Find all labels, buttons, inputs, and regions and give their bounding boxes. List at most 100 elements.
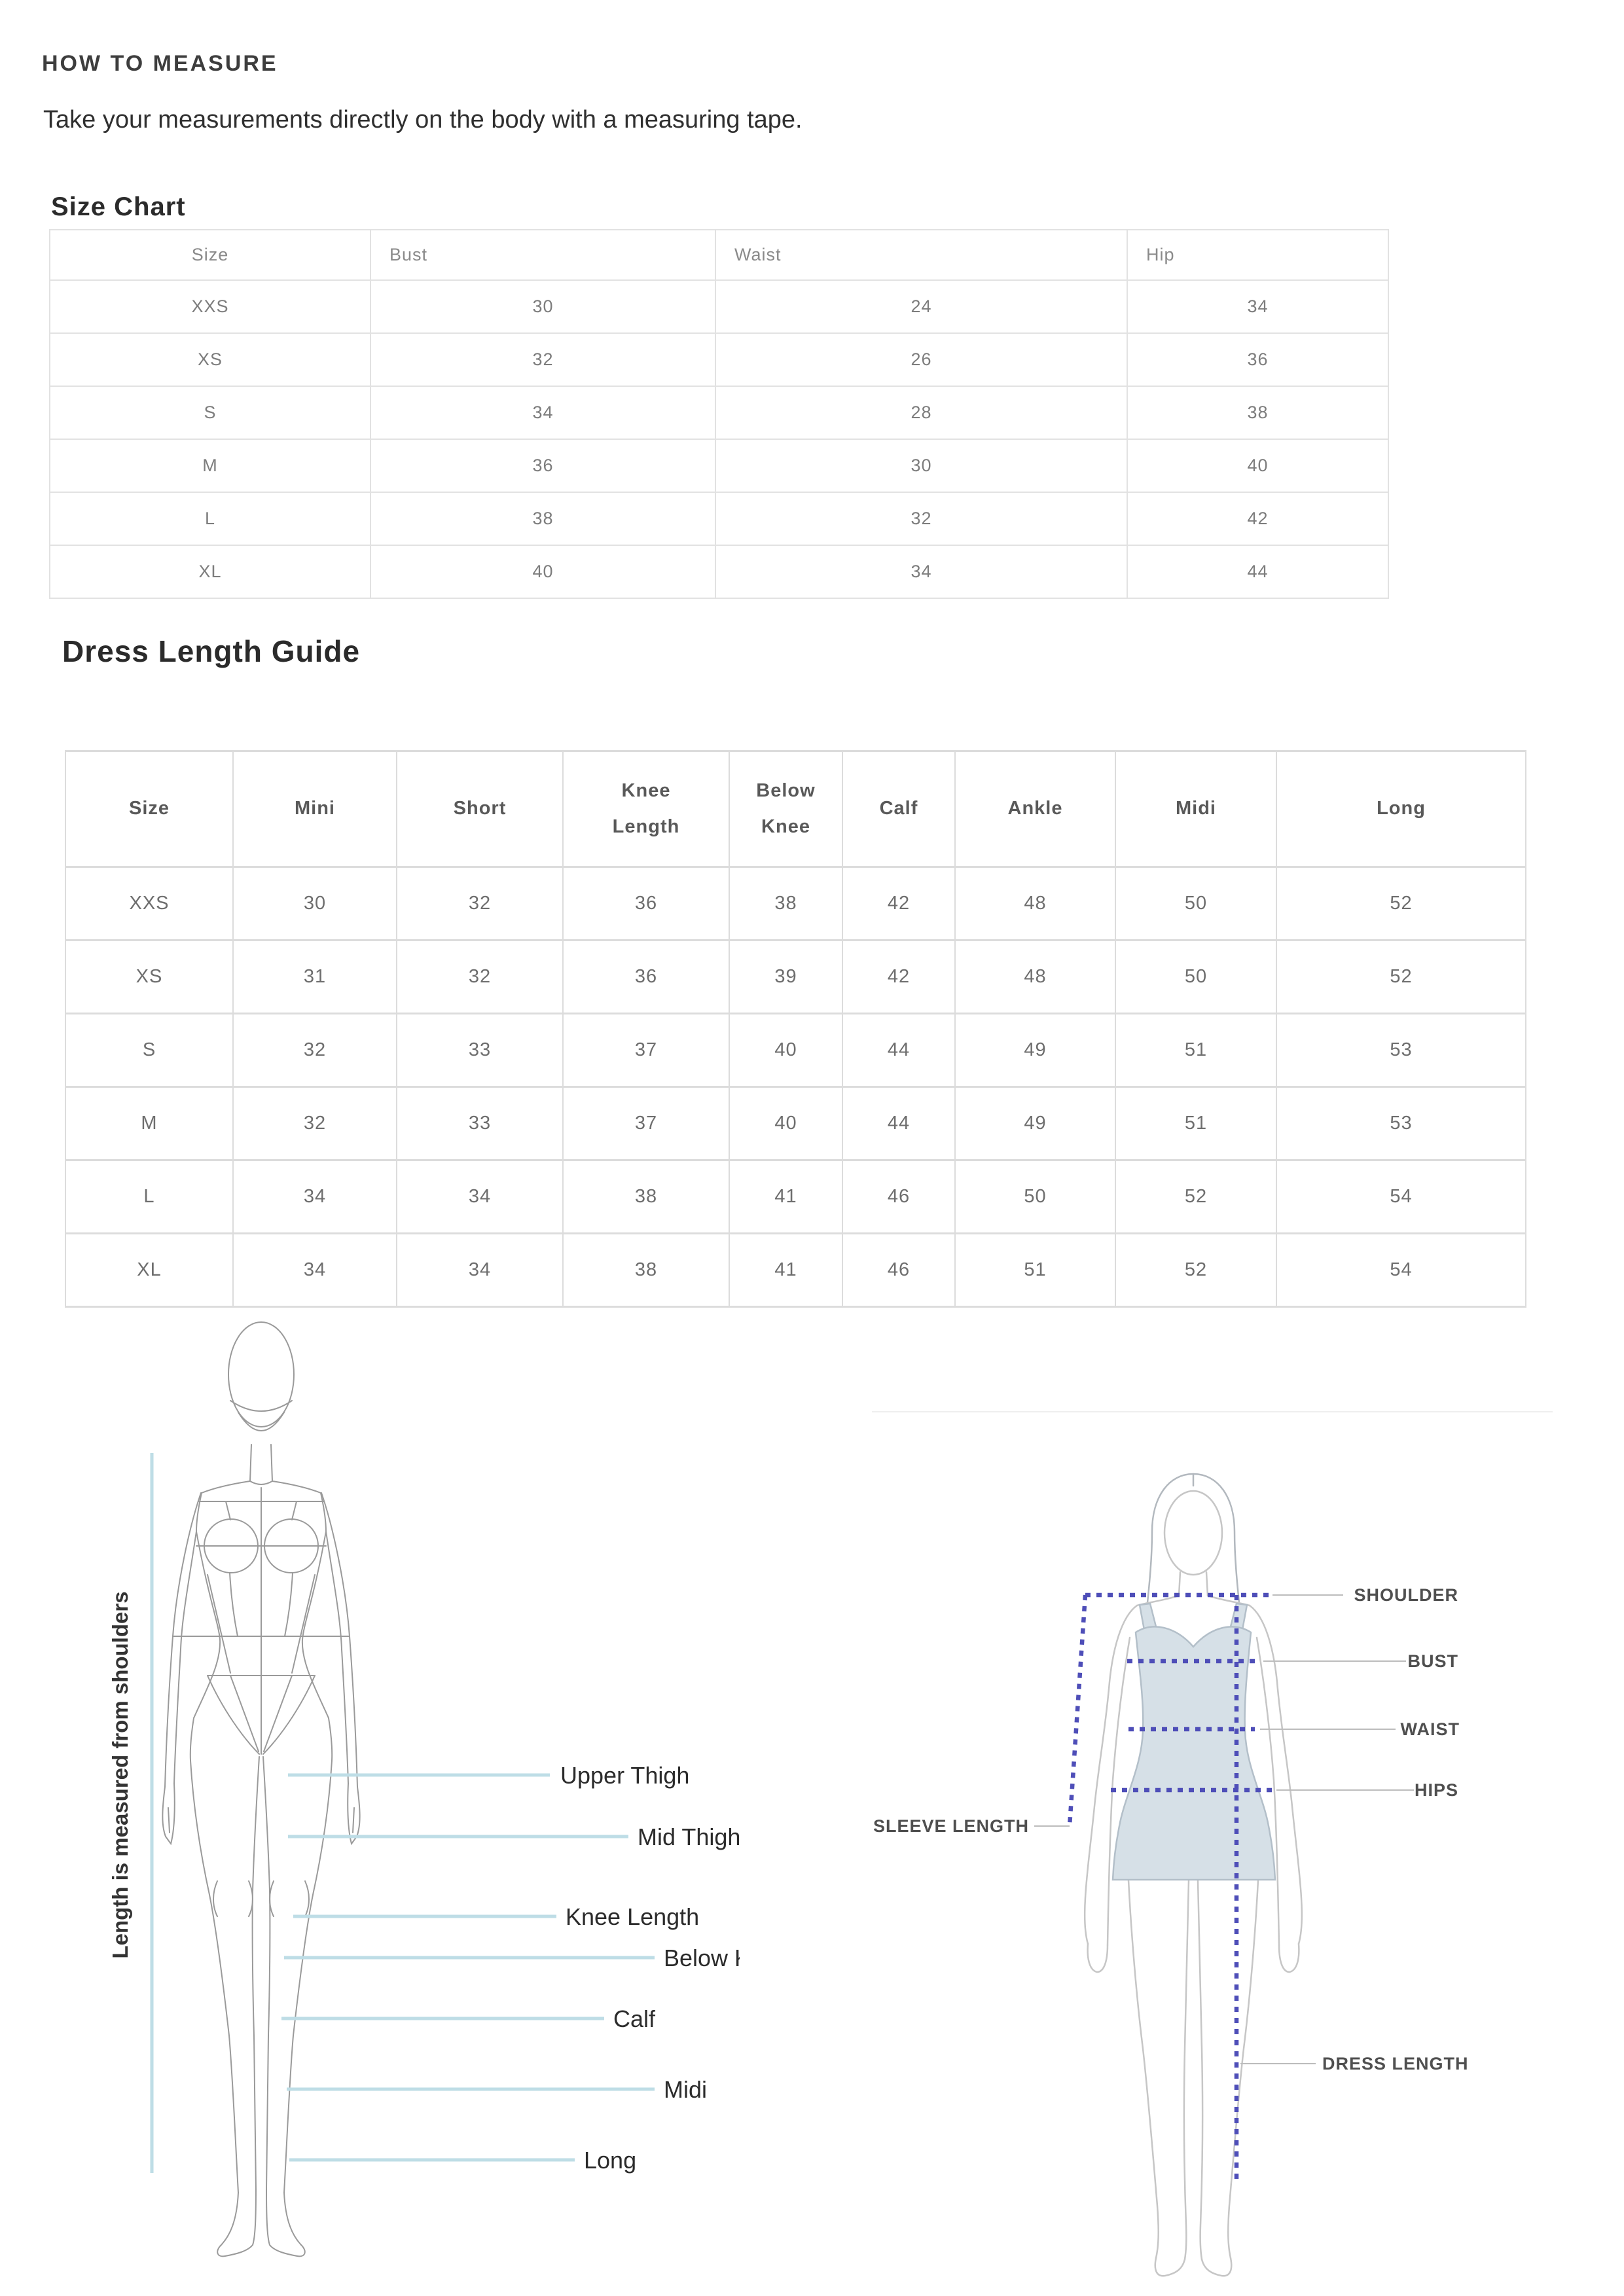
value-cell: 39 [729,939,843,1014]
column-header-long: Long [1276,750,1526,868]
table-row: XXS 30 24 34 [49,279,1389,334]
value-cell: 37 [562,1013,730,1088]
value-cell: 46 [842,1232,956,1308]
value-cell: 42 [842,866,956,941]
value-cell: 36 [562,939,730,1014]
hip-cell: 38 [1127,386,1389,440]
value-cell: 42 [842,939,956,1014]
value-cell: 34 [396,1232,564,1308]
bust-cell: 30 [370,279,716,334]
value-cell: 41 [729,1159,843,1234]
table-row: S 34 28 38 [49,386,1389,440]
size-cell: L [65,1159,234,1234]
size-cell: M [49,439,371,493]
size-cell: S [65,1013,234,1088]
dress-length-label: DRESS LENGTH [1322,2054,1469,2073]
length-guide-labels: Length is measured from shoulders Upper … [108,1591,740,2174]
column-header-midi: Midi [1115,750,1277,868]
value-cell: 53 [1276,1013,1526,1088]
value-cell: 51 [1115,1086,1277,1161]
dress-shape [1111,1602,1276,1881]
value-cell: 33 [396,1086,564,1161]
value-cell: 54 [1276,1159,1526,1234]
size-cell: M [65,1086,234,1161]
column-header-ankle: Ankle [954,750,1116,868]
bust-label: BUST [1408,1651,1459,1671]
hip-cell: 36 [1127,332,1389,387]
dress-length-guide-table: Size Mini Short Knee Length Below Knee C… [65,750,1526,1308]
column-header-knee-length-label: Knee Length [612,780,680,837]
value-cell: 38 [729,866,843,941]
value-cell: 34 [396,1159,564,1234]
below-knee-label: Below Knee [664,1945,740,1971]
value-cell: 49 [954,1013,1116,1088]
value-cell: 54 [1276,1232,1526,1308]
table-row: XS 32 26 36 [49,332,1389,387]
panel-divider [872,1411,1553,1412]
dress-length-diagram: Length is measured from shoulders Upper … [108,1321,740,2257]
value-cell: 48 [954,939,1116,1014]
size-cell: XS [49,332,371,387]
size-cell: XXS [65,866,234,941]
bust-cell: 32 [370,332,716,387]
value-cell: 52 [1276,939,1526,1014]
size-chart-heading: Size Chart [51,192,186,221]
value-cell: 51 [954,1232,1116,1308]
waist-cell: 34 [715,545,1128,599]
column-header-hip: Hip [1127,229,1389,281]
measurement-dashed-lines [1067,1592,1274,2183]
shoulder-label: SHOULDER [1354,1585,1458,1605]
body-measurement-diagram: SHOULDER BUST WAIST HIPS SLEEVE LENGTH D… [873,1473,1469,2277]
hips-label: HIPS [1415,1780,1458,1800]
body-measurement-labels: SHOULDER BUST WAIST HIPS SLEEVE LENGTH D… [873,1585,1469,2073]
column-header-size: Size [65,750,234,868]
waist-cell: 26 [715,332,1128,387]
table-row: XL 34 34 38 41 46 51 52 54 [65,1232,1526,1308]
hip-cell: 44 [1127,545,1389,599]
value-cell: 49 [954,1086,1116,1161]
value-cell: 53 [1276,1086,1526,1161]
value-cell: 51 [1115,1013,1277,1088]
size-cell: S [49,386,371,440]
size-cell: XXS [49,279,371,334]
column-header-size: Size [49,229,371,281]
waist-cell: 32 [715,492,1128,546]
sleeve-length-label: SLEEVE LENGTH [873,1816,1029,1836]
column-header-short: Short [396,750,564,868]
waist-cell: 28 [715,386,1128,440]
page-title: HOW TO MEASURE [42,51,278,76]
size-cell: XL [49,545,371,599]
value-cell: 32 [232,1013,397,1088]
hip-cell: 34 [1127,279,1389,334]
table-row: XXS 30 32 36 38 42 48 50 52 [65,866,1526,941]
value-cell: 31 [232,939,397,1014]
value-cell: 44 [842,1086,956,1161]
value-cell: 48 [954,866,1116,941]
value-cell: 40 [729,1086,843,1161]
value-cell: 38 [562,1159,730,1234]
size-chart-table: Size Bust Waist Hip XXS 30 24 34 XS 32 2… [49,229,1389,599]
size-chart-header-row: Size Bust Waist Hip [49,229,1389,281]
hip-cell: 42 [1127,492,1389,546]
long-label: Long [584,2147,636,2174]
value-cell: 37 [562,1086,730,1161]
value-cell: 32 [396,939,564,1014]
croquis-figure [162,1321,361,2257]
bust-cell: 40 [370,545,716,599]
length-guide-lines [150,1453,655,2173]
table-row: S 32 33 37 40 44 49 51 53 [65,1013,1526,1088]
dress-table-header-row: Size Mini Short Knee Length Below Knee C… [65,750,1526,868]
column-header-mini: Mini [232,750,397,868]
knee-length-label: Knee Length [566,1903,699,1930]
value-cell: 52 [1115,1232,1277,1308]
size-cell: L [49,492,371,546]
waist-label: WAIST [1401,1719,1460,1739]
table-row: L 34 34 38 41 46 50 52 54 [65,1159,1526,1234]
value-cell: 30 [232,866,397,941]
value-cell: 33 [396,1013,564,1088]
bust-cell: 36 [370,439,716,493]
table-row: M 36 30 40 [49,439,1389,493]
value-cell: 52 [1115,1159,1277,1234]
dress-length-guide-heading: Dress Length Guide [62,634,361,668]
